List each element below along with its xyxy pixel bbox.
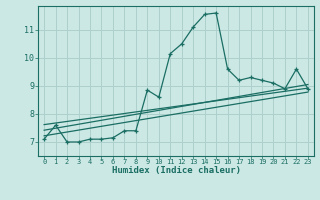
X-axis label: Humidex (Indice chaleur): Humidex (Indice chaleur) [111,166,241,175]
